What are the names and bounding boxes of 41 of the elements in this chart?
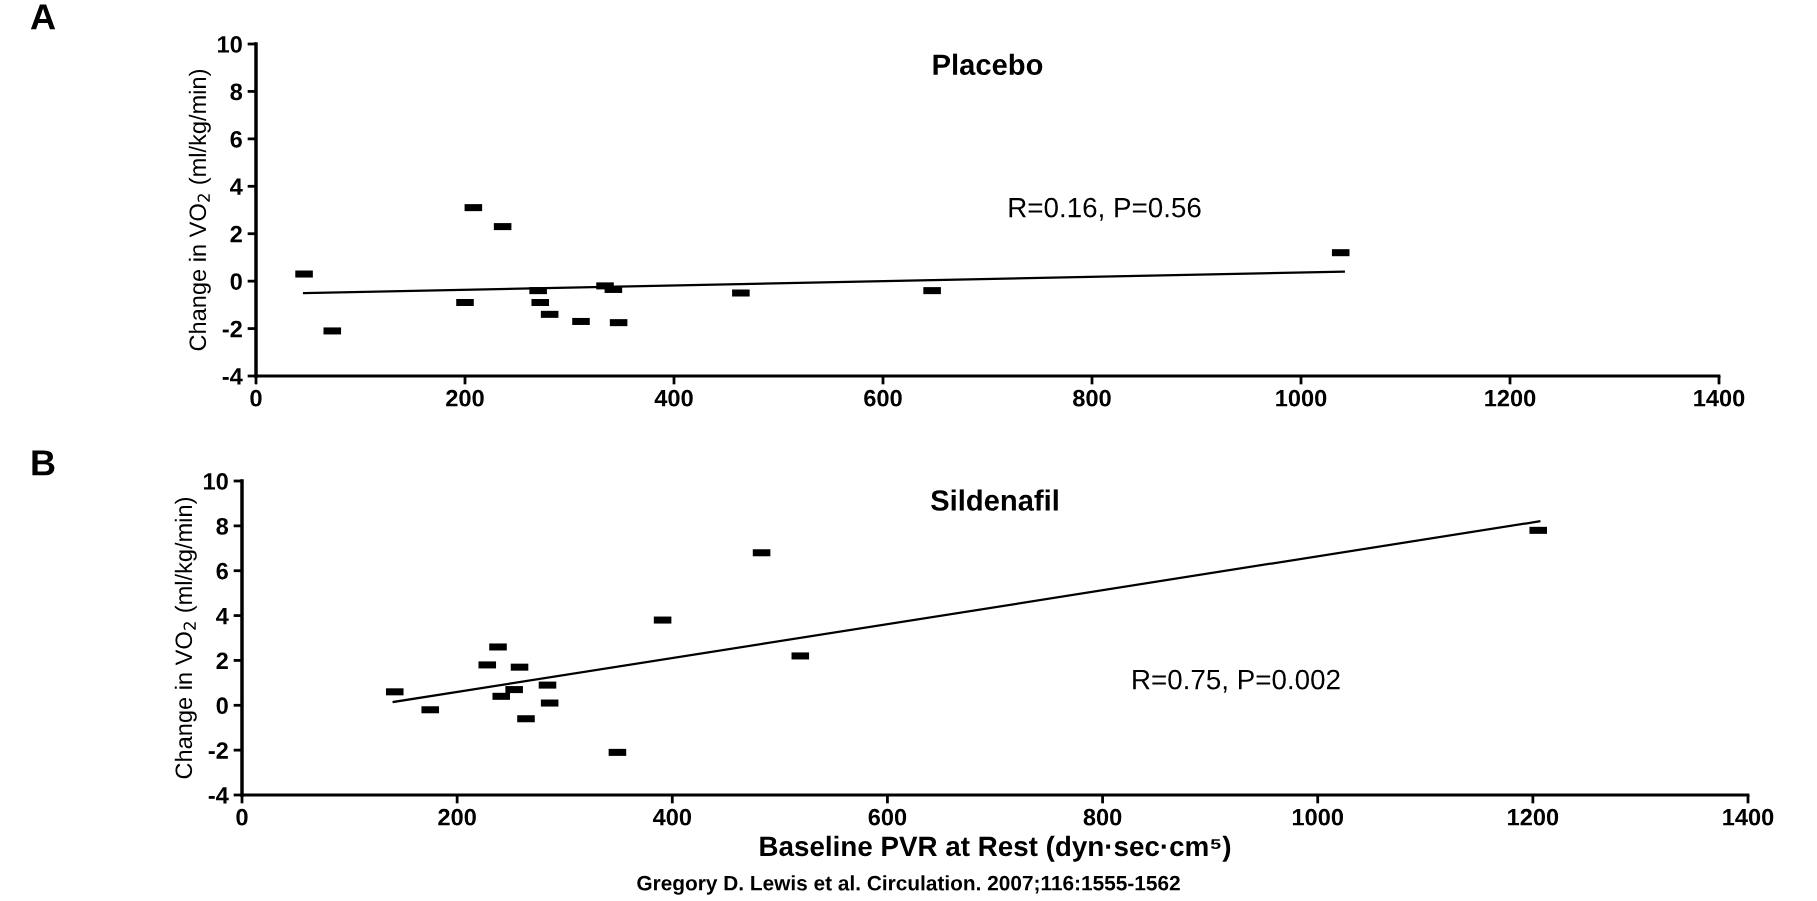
y-tick-label: 0 [216,697,228,715]
y-tick-label: 0 [230,273,242,290]
y-tick-label: 4 [216,607,229,625]
y-tick-label: 8 [216,517,229,535]
y-tick-label: 10 [204,473,228,490]
x-tick-label: 200 [446,389,484,407]
x-tick-label: 400 [654,389,693,407]
x-tick-label: 0 [250,389,262,407]
y-tick-label: -4 [208,787,229,804]
x-tick-label: 600 [864,389,902,407]
x-tick-label: 1000 [1292,808,1344,826]
x-tick-label: 1200 [1485,389,1536,407]
x-axis-title: Baseline PVR at Rest (dyn·sec·cm⁵) [760,835,1231,862]
y-tick-label: 6 [230,130,242,148]
y-tick-label: 6 [216,562,228,580]
y-axis-title: Change in VO$_{2}$ (ml/kg/min) [188,70,211,351]
y-tick-label: -2 [222,320,242,338]
y-tick-label: 2 [216,652,228,669]
x-tick-label: 800 [1073,389,1111,407]
chart-title: Sildenafil [931,489,1058,511]
x-tick-label: 400 [652,808,692,826]
annotation: R=0.75, P=0.002 [1133,669,1340,693]
x-tick-label: 1400 [1694,389,1745,407]
text: A [30,4,56,30]
x-tick-label: 600 [868,808,907,826]
y-axis-title: Change in VO$_{2}$ (ml/kg/min) [174,498,197,779]
y-tick-label: 10 [218,36,242,53]
text: B [32,450,55,476]
chart-title: Placebo [933,53,1043,76]
x-tick-label: 1400 [1723,808,1774,826]
x-tick-label: 1000 [1276,389,1327,407]
y-tick-label: -2 [208,742,228,759]
y-tick-label: 4 [230,178,243,195]
y-tick-label: 8 [230,83,243,101]
annotation: R=0.16, P=0.56 [1009,197,1201,221]
text: Gregory D. Lewis et al. Circulation. 2007;116:1555-1562 [637,875,1180,895]
y-tick-label: -4 [222,368,243,385]
y-tick-label: 2 [230,225,242,243]
x-tick-label: 200 [438,808,476,826]
x-tick-label: 800 [1083,808,1122,826]
x-tick-label: 1200 [1508,808,1559,826]
